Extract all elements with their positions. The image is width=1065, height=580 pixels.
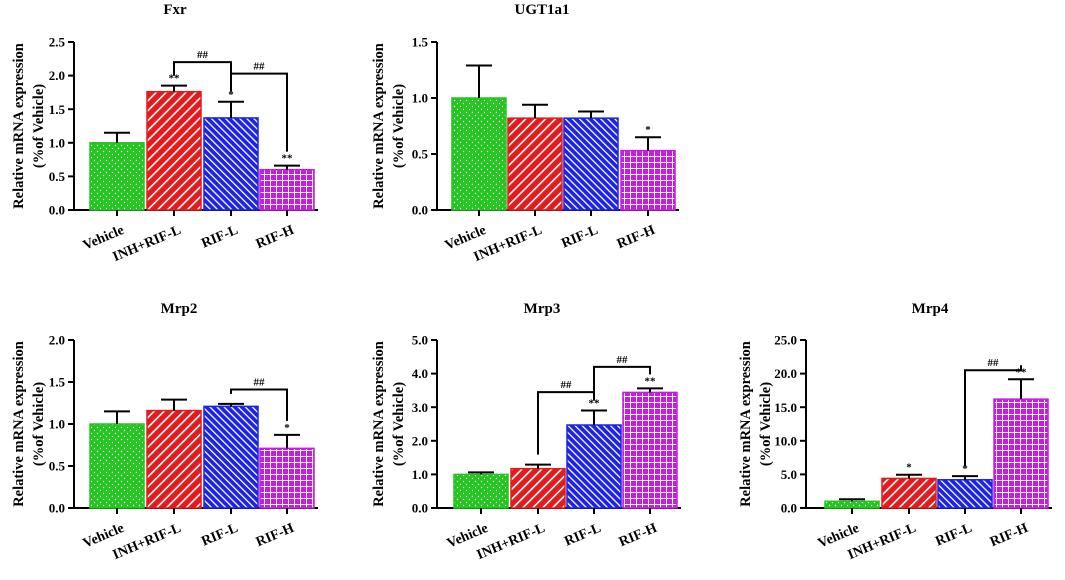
y-axis-label: (%of Vehicle) bbox=[758, 382, 774, 466]
bar-inh+rif-l bbox=[510, 467, 566, 509]
comparison-label: ## bbox=[561, 379, 573, 391]
bar-rif-l bbox=[203, 117, 259, 211]
bar-inh+rif-l bbox=[146, 90, 202, 211]
y-tick-label: 10.0 bbox=[774, 433, 797, 448]
significance-marker: ** bbox=[589, 398, 601, 410]
significance-marker: * bbox=[962, 463, 968, 475]
y-tick-label: 1.0 bbox=[49, 417, 65, 432]
y-tick-label: 1.5 bbox=[49, 375, 66, 390]
significance-marker: ** bbox=[169, 73, 181, 85]
y-tick-label: 2.0 bbox=[412, 433, 428, 448]
y-tick-label: 0.5 bbox=[412, 147, 429, 162]
significance-marker: * bbox=[645, 124, 651, 136]
y-axis-label: Relative mRNA expression bbox=[738, 341, 754, 507]
bar-vehicle bbox=[89, 142, 145, 211]
comparison-bracket bbox=[230, 72, 288, 152]
chart-panel-mrp3: Mrp3 Relative mRNA expression (%of Vehicle… bbox=[371, 301, 681, 563]
significance-marker: ** bbox=[1016, 366, 1028, 378]
significance-marker: ** bbox=[282, 153, 294, 165]
y-tick-label: 25.0 bbox=[774, 333, 797, 348]
y-axis-label: (%of Vehicle) bbox=[31, 84, 47, 168]
chart-panel-fxr: Fxr Relative mRNA expression (%of Vehicle)… bbox=[11, 2, 318, 265]
y-tick-label: 0.5 bbox=[49, 459, 66, 474]
y-axis-label: Relative mRNA expression bbox=[11, 43, 27, 209]
y-tick-label: 0.5 bbox=[49, 169, 66, 184]
comparison-bracket bbox=[173, 61, 232, 88]
y-axis-label: (%of Vehicle) bbox=[31, 382, 47, 466]
bar-rif-l bbox=[937, 479, 993, 509]
y-tick-label: 20.0 bbox=[774, 366, 797, 381]
y-axis-label: (%of Vehicle) bbox=[391, 84, 407, 168]
significance-marker: ** bbox=[645, 375, 657, 387]
y-tick-label: 1.0 bbox=[412, 467, 428, 482]
x-category-label: RIF-L bbox=[933, 521, 974, 550]
bar-rif-h bbox=[259, 168, 315, 211]
y-tick-label: 1.0 bbox=[412, 91, 428, 106]
y-axis-label: (%of Vehicle) bbox=[391, 382, 407, 466]
x-category-label: RIF-L bbox=[562, 521, 603, 550]
bar-vehicle bbox=[824, 500, 880, 509]
y-tick-label: 1.0 bbox=[49, 135, 65, 150]
significance-marker: * bbox=[284, 422, 290, 434]
chart-panel-mrp4: Mrp4 Relative mRNA expression (%of Vehicle… bbox=[738, 301, 1052, 563]
x-category-label: RIF-L bbox=[199, 521, 240, 550]
y-axis-label: Relative mRNA expression bbox=[371, 341, 387, 507]
chart-panel-mrp2: Mrp2 Relative mRNA expression (%of Vehicle… bbox=[11, 301, 318, 563]
y-axis-label: Relative mRNA expression bbox=[11, 341, 27, 507]
y-tick-label: 0.0 bbox=[49, 203, 65, 218]
comparison-bracket bbox=[593, 365, 651, 401]
y-tick-label: 4.0 bbox=[412, 366, 428, 381]
bar-vehicle bbox=[453, 473, 509, 509]
bar-rif-l bbox=[203, 405, 259, 509]
y-tick-label: 0.0 bbox=[781, 501, 797, 516]
y-tick-label: 3.0 bbox=[412, 400, 428, 415]
y-tick-label: 5.0 bbox=[412, 333, 428, 348]
chart-title: Fxr bbox=[163, 2, 187, 18]
bar-inh+rif-l bbox=[881, 477, 937, 509]
comparison-bracket bbox=[230, 388, 288, 421]
x-category-label: RIF-H bbox=[254, 521, 296, 550]
bar-vehicle bbox=[89, 423, 145, 509]
chart-title: Mrp3 bbox=[524, 301, 561, 317]
bar-rif-h bbox=[259, 447, 315, 509]
y-tick-label: 2.0 bbox=[49, 68, 65, 83]
x-category-label: RIF-L bbox=[199, 223, 240, 252]
comparison-label: ## bbox=[254, 61, 266, 73]
bar-inh+rif-l bbox=[507, 117, 563, 211]
y-tick-label: 5.0 bbox=[781, 467, 797, 482]
chart-title: Mrp4 bbox=[912, 301, 949, 317]
x-category-label: RIF-L bbox=[559, 223, 600, 252]
y-tick-label: 1.5 bbox=[49, 102, 66, 117]
y-tick-label: 15.0 bbox=[774, 400, 797, 415]
comparison-label: ## bbox=[254, 377, 266, 389]
comparison-bracket bbox=[964, 365, 1022, 467]
y-tick-label: 2.0 bbox=[49, 333, 65, 348]
x-category-label: RIF-H bbox=[617, 521, 659, 550]
chart-title: Mrp2 bbox=[161, 301, 198, 317]
x-category-label: RIF-H bbox=[615, 223, 657, 252]
y-tick-label: 2.5 bbox=[49, 35, 66, 50]
chart-panel-ugt1a1: UGT1a1 Relative mRNA expression (%of Vehic… bbox=[371, 2, 679, 265]
significance-marker: * bbox=[906, 462, 912, 474]
x-category-label: RIF-H bbox=[988, 521, 1030, 550]
comparison-label: ## bbox=[617, 354, 629, 366]
y-tick-label: 0.0 bbox=[49, 501, 65, 516]
bar-rif-h bbox=[993, 398, 1049, 509]
comparison-label: ## bbox=[988, 357, 1000, 369]
bar-rif-h bbox=[620, 149, 676, 211]
y-axis-label: Relative mRNA expression bbox=[371, 43, 387, 209]
bar-vehicle bbox=[451, 97, 507, 211]
comparison-label: ## bbox=[197, 49, 209, 61]
bar-rif-h bbox=[622, 391, 678, 509]
bar-rif-l bbox=[566, 424, 622, 509]
significance-marker: * bbox=[228, 89, 234, 101]
y-tick-label: 1.5 bbox=[412, 35, 429, 50]
y-tick-label: 0.0 bbox=[412, 203, 428, 218]
bar-inh+rif-l bbox=[146, 409, 202, 509]
x-category-label: RIF-H bbox=[254, 223, 296, 252]
bar-rif-l bbox=[563, 117, 619, 211]
chart-title: UGT1a1 bbox=[514, 2, 569, 18]
y-tick-label: 0.0 bbox=[412, 501, 428, 516]
